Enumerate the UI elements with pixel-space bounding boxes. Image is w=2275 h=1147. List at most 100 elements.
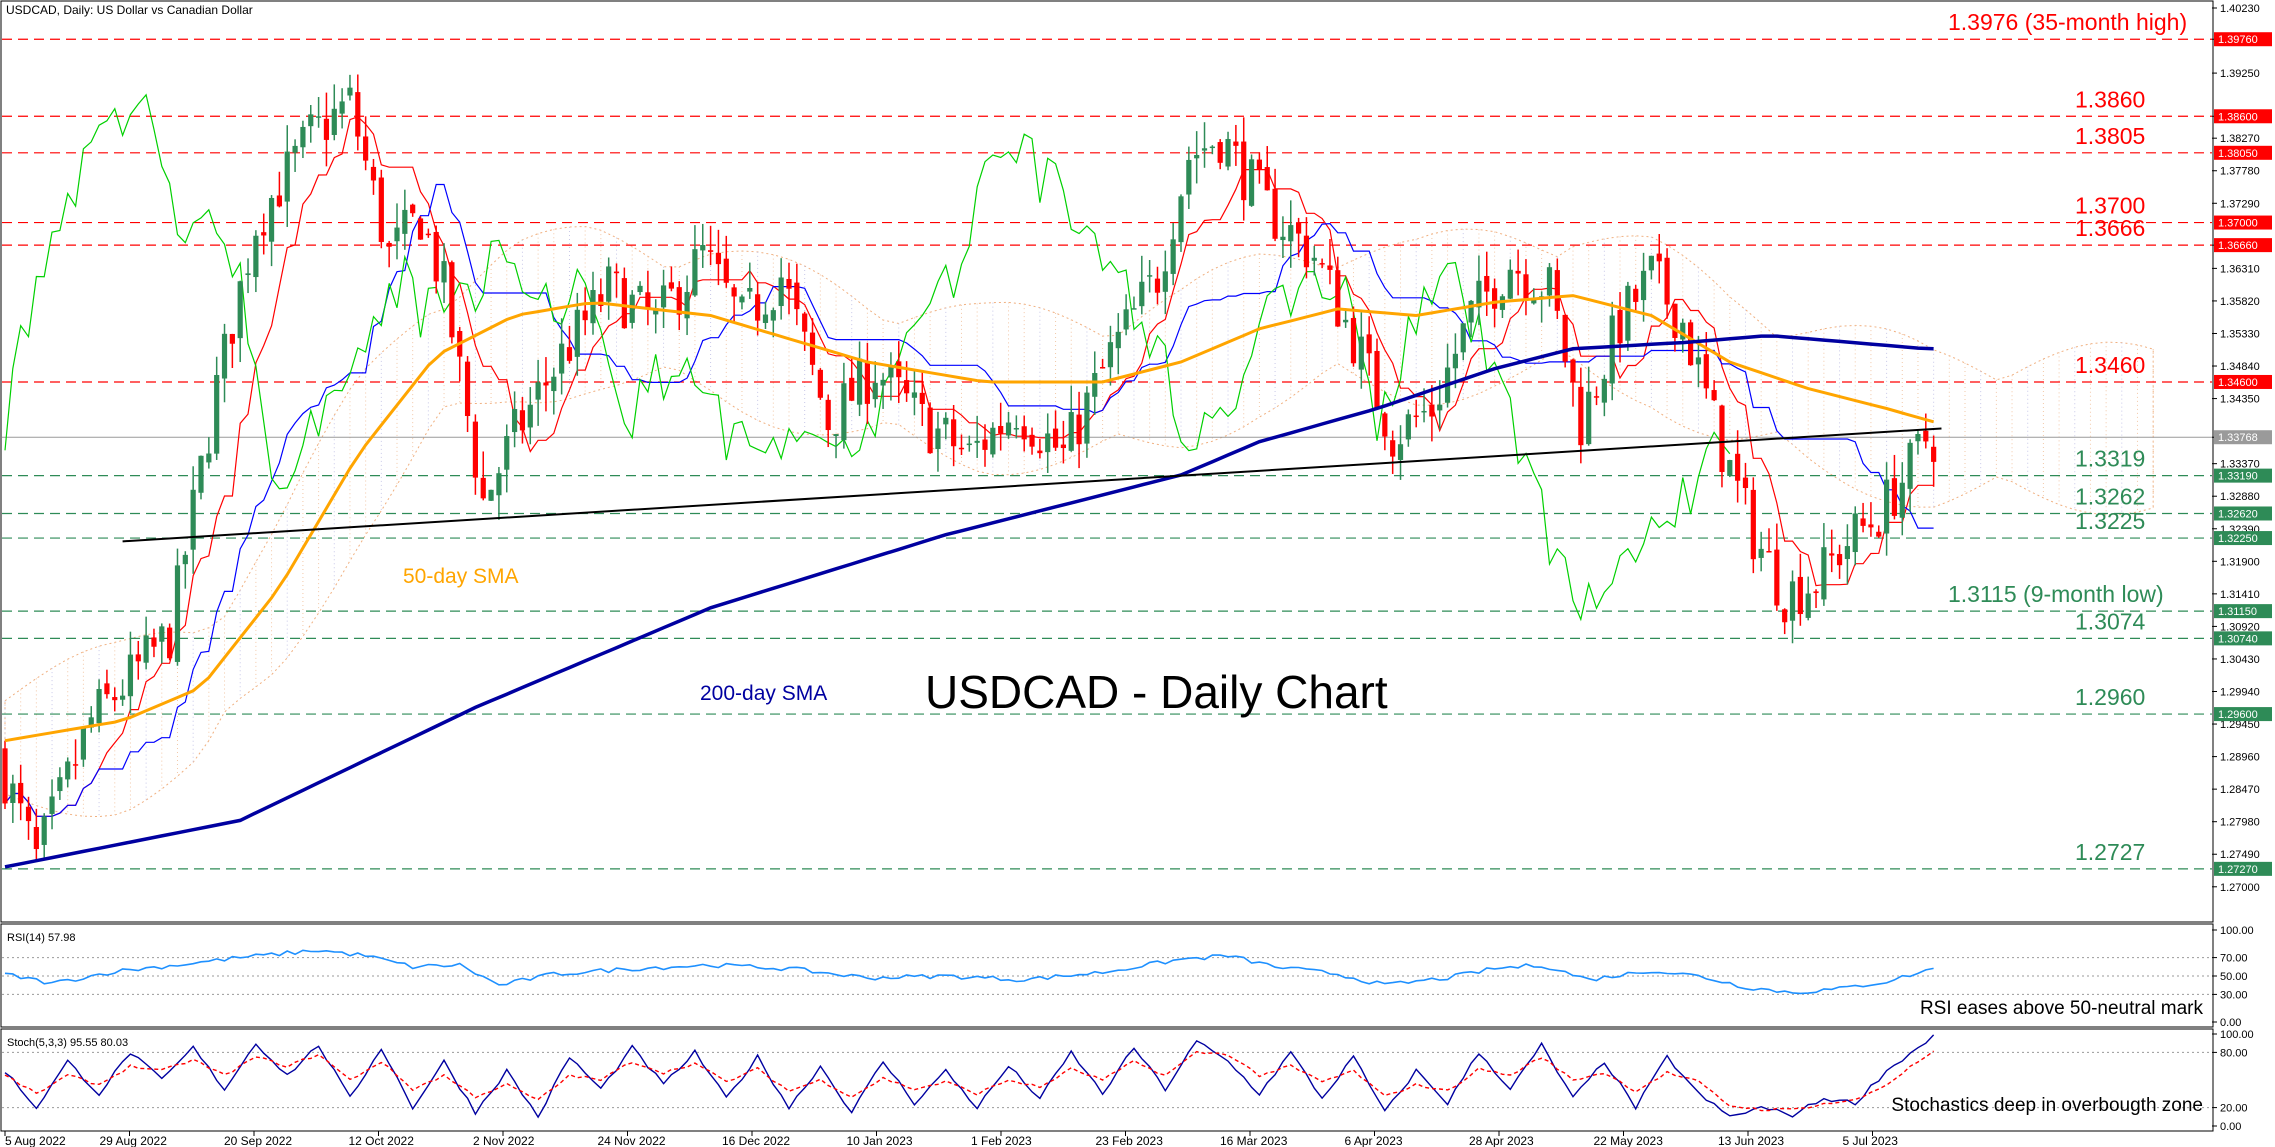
candle-body bbox=[1397, 444, 1404, 460]
candle-body bbox=[1617, 309, 1623, 344]
candle-body bbox=[1186, 159, 1192, 195]
stoch-note: Stochastics deep in overbougth zone bbox=[1891, 1095, 2203, 1116]
stoch-panel-frame bbox=[0, 1028, 2214, 1132]
ichimoku-cloud bbox=[4, 225, 2154, 818]
candle-body bbox=[559, 343, 565, 374]
candle-body bbox=[1178, 196, 1184, 243]
price-tag-bg bbox=[2214, 631, 2272, 646]
candle-body bbox=[174, 565, 181, 662]
candle-body bbox=[1060, 444, 1066, 449]
candle-body bbox=[1201, 148, 1208, 151]
price-tag: 1.36660 bbox=[2218, 240, 2258, 252]
candle-body bbox=[676, 287, 682, 315]
main-panel-frame bbox=[0, 0, 2214, 923]
price-tag: 1.30740 bbox=[2218, 633, 2258, 645]
candle-body bbox=[1884, 479, 1890, 534]
candle-body bbox=[1915, 434, 1921, 442]
candle-body bbox=[1586, 391, 1592, 445]
price-axis-ticks: 1.40230 1.39760 1.39250 1.38600 1.38270 1.377… bbox=[2212, 3, 2260, 894]
price-tick-label: 1.35330 bbox=[2220, 328, 2260, 340]
candle-body bbox=[1100, 367, 1106, 369]
candle-body bbox=[1531, 298, 1537, 304]
candle-body bbox=[221, 333, 228, 379]
candle-body bbox=[1844, 546, 1850, 560]
price-tag-bg bbox=[2214, 238, 2272, 253]
candle-body bbox=[1107, 342, 1114, 368]
candle-body bbox=[1601, 378, 1607, 403]
current-price-tag: 1.33768 bbox=[2218, 432, 2258, 444]
candle-body bbox=[645, 292, 651, 310]
candle-body bbox=[1429, 404, 1435, 417]
candle-body bbox=[57, 777, 63, 792]
date-label: 20 Sep 2022 bbox=[224, 1134, 292, 1147]
candle-body bbox=[300, 126, 306, 148]
candle-body bbox=[943, 417, 949, 425]
candle-body bbox=[1162, 271, 1168, 292]
candle-body bbox=[1194, 154, 1200, 159]
candle-body bbox=[1452, 353, 1458, 369]
candle-body bbox=[1868, 524, 1874, 528]
price-tick-label: 1.37290 bbox=[2220, 198, 2260, 210]
candle-body bbox=[919, 392, 925, 404]
candle-body bbox=[182, 554, 188, 565]
candlesticks bbox=[2, 74, 1937, 862]
candle-body bbox=[143, 635, 149, 663]
price-tick-label: 1.36310 bbox=[2220, 263, 2260, 275]
candle-body bbox=[1131, 308, 1137, 310]
sma200-line bbox=[4, 334, 1934, 869]
series-line-0 bbox=[4, 949, 1934, 995]
candle-body bbox=[1648, 255, 1654, 271]
candle-body bbox=[833, 434, 839, 437]
candle-body bbox=[1209, 146, 1215, 149]
level-label-8: 1.3225 bbox=[2075, 508, 2145, 534]
sma50-line bbox=[4, 294, 1935, 743]
price-tag: 1.38050 bbox=[2218, 148, 2258, 160]
candle-body bbox=[308, 114, 314, 127]
candle-body bbox=[276, 195, 282, 207]
candle-body bbox=[88, 717, 94, 728]
horizontal-levels bbox=[2, 38, 2212, 870]
candle-body bbox=[1554, 270, 1560, 311]
candle-body bbox=[1931, 446, 1937, 462]
candle-body bbox=[1147, 275, 1153, 277]
candle-body bbox=[261, 232, 267, 236]
candle-body bbox=[33, 827, 39, 850]
candle-body bbox=[543, 382, 549, 386]
candle-body bbox=[339, 101, 345, 114]
candle-body bbox=[990, 427, 996, 455]
candle-body bbox=[1758, 548, 1764, 558]
candle-body bbox=[1923, 430, 1929, 442]
candle-body bbox=[1256, 159, 1262, 170]
candle-body bbox=[1570, 359, 1576, 382]
candle-body bbox=[1335, 270, 1341, 327]
price-tag-bg bbox=[2214, 604, 2272, 619]
chart-title: USDCAD - Daily Chart bbox=[925, 666, 1388, 718]
tick-label: 20.00 bbox=[2220, 1103, 2248, 1115]
candle-body bbox=[417, 218, 424, 240]
price-tag-bg bbox=[2214, 215, 2272, 230]
candle-body bbox=[370, 166, 377, 181]
candle-body bbox=[1492, 288, 1498, 309]
candle-body bbox=[880, 379, 886, 386]
candle-body bbox=[504, 436, 510, 470]
candle-body bbox=[1523, 274, 1529, 299]
candle-body bbox=[1390, 440, 1396, 457]
candle-body bbox=[167, 627, 173, 659]
candle-body bbox=[41, 816, 47, 845]
candle-body bbox=[1507, 269, 1513, 299]
candle-body bbox=[1225, 138, 1231, 167]
price-tick-label: 1.31410 bbox=[2220, 589, 2260, 601]
candle-body bbox=[378, 177, 384, 242]
candle-body bbox=[1821, 547, 1827, 600]
candle-body bbox=[1797, 576, 1803, 615]
candle-body bbox=[958, 447, 965, 450]
support-trendline bbox=[122, 427, 1942, 543]
candle-body bbox=[268, 197, 275, 242]
series-line-1 bbox=[4, 1050, 1935, 1112]
candle-body bbox=[480, 477, 486, 499]
candle-body bbox=[425, 233, 431, 236]
price-tag-bg bbox=[2214, 32, 2272, 47]
candle-body bbox=[1876, 531, 1882, 537]
candle-body bbox=[739, 296, 745, 303]
